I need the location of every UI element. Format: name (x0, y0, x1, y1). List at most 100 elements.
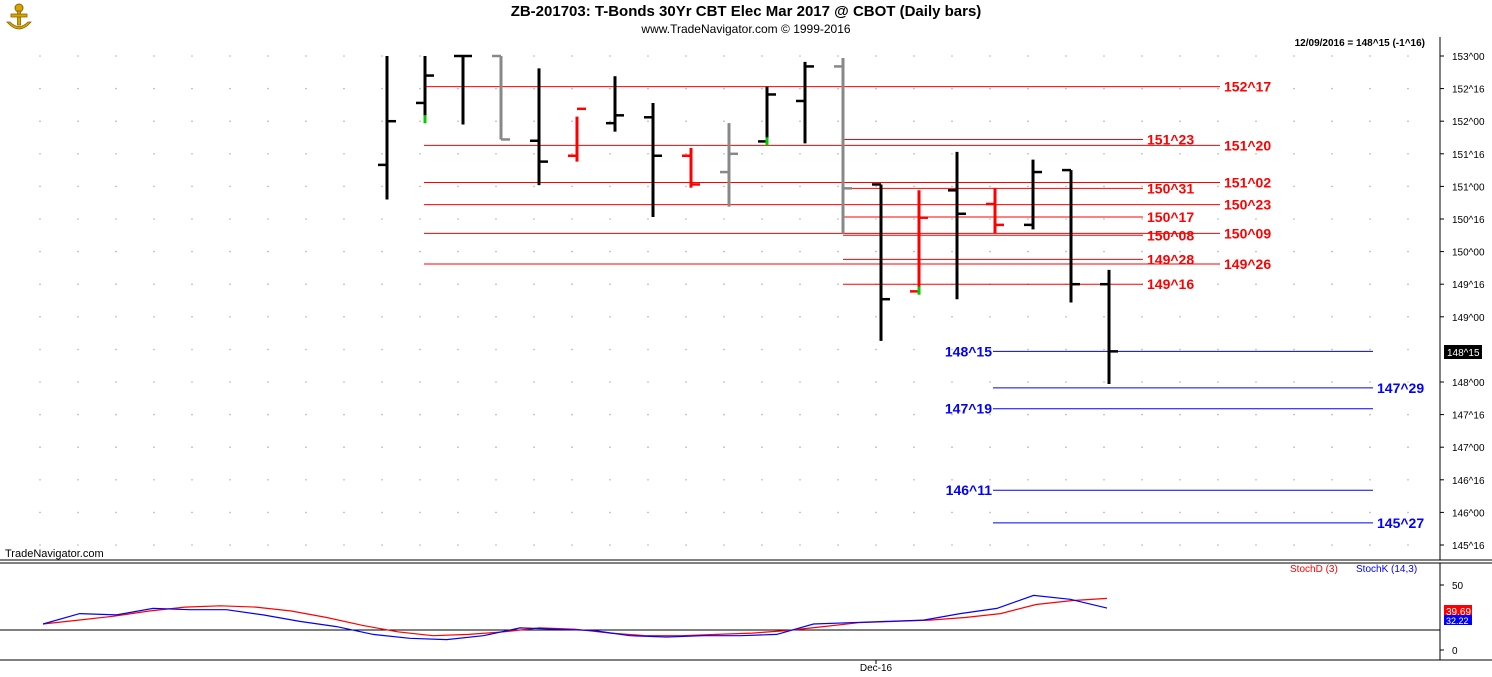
grid-dot (1407, 120, 1409, 122)
grid-dot (1179, 413, 1181, 416)
grid-dot (229, 413, 231, 416)
grid-dot (457, 185, 459, 188)
grid-dot (1027, 381, 1029, 383)
grid-dot (381, 446, 383, 449)
grid-dot (1293, 479, 1295, 481)
grid-dot (115, 446, 117, 449)
grid-dot (799, 446, 801, 449)
grid-dot (571, 185, 573, 188)
grid-dot (1369, 446, 1371, 449)
grid-dot (799, 87, 801, 90)
grid-dot (571, 511, 573, 514)
grid-dot (723, 55, 725, 57)
grid-dot (39, 55, 41, 57)
grid-dot (77, 283, 79, 286)
y-axis-tick-label: 149^00 (1452, 313, 1485, 324)
grid-dot (1065, 446, 1067, 449)
grid-dot (381, 348, 383, 351)
grid-dot (533, 316, 535, 318)
stoch-d-legend: StochD (3) (1290, 564, 1338, 575)
grid-dot (685, 185, 687, 188)
grid-dot (609, 283, 611, 286)
y-axis-tick-label: 151^16 (1452, 150, 1485, 161)
grid-dot (685, 316, 687, 318)
y-axis-tick-label: 150^00 (1452, 248, 1485, 259)
grid-dot (229, 446, 231, 449)
grid-dot (723, 446, 725, 449)
grid-dot (1103, 55, 1105, 57)
stoch-k-line (42, 594, 1108, 641)
grid-dot (153, 316, 155, 318)
grid-dot (115, 153, 117, 155)
grid-dot (381, 250, 383, 253)
grid-dot (951, 218, 953, 220)
grid-dot (1065, 250, 1067, 253)
grid-dot (837, 185, 839, 188)
red-level-label: 149^26 (1224, 256, 1271, 272)
grid-dot (723, 479, 725, 481)
grid-dot (1179, 446, 1181, 449)
grid-dot (1065, 479, 1067, 481)
grid-dot (761, 153, 763, 155)
grid-dot (1141, 87, 1143, 90)
grid-dot (343, 413, 345, 416)
grid-dot (419, 348, 421, 351)
grid-dot (343, 185, 345, 188)
grid-dot (799, 511, 801, 514)
grid-dot (229, 250, 231, 253)
grid-dot (1179, 87, 1181, 90)
grid-dot (1331, 446, 1333, 449)
grid-dot (571, 381, 573, 383)
grid-dot (39, 250, 41, 253)
grid-dot (39, 544, 41, 546)
grid-dot (305, 283, 307, 286)
grid-dot (115, 250, 117, 253)
grid-dot (1255, 544, 1257, 546)
grid-dot (1369, 544, 1371, 546)
grid-dot (913, 446, 915, 449)
stoch-k-value-tag-bg (1444, 615, 1472, 625)
grid-dot (989, 218, 991, 220)
grid-dot (685, 381, 687, 383)
grid-dot (419, 283, 421, 286)
grid-dot (419, 446, 421, 449)
grid-dot (1103, 120, 1105, 122)
grid-dot (1369, 283, 1371, 286)
grid-dot (39, 316, 41, 318)
grid-dot (267, 283, 269, 286)
grid-dot (571, 479, 573, 481)
grid-dot (1217, 55, 1219, 57)
grid-dot (1293, 120, 1295, 122)
grid-dot (837, 511, 839, 514)
grid-dot (1331, 55, 1333, 57)
blue-level-label: 147^29 (1377, 380, 1424, 396)
grid-dot (267, 218, 269, 220)
grid-dot (381, 413, 383, 416)
grid-dot (837, 250, 839, 253)
grid-dot (1027, 218, 1029, 220)
grid-dot (1407, 479, 1409, 481)
chart-subtitle: www.TradeNavigator.com © 1999-2016 (641, 22, 851, 36)
grid-dot (1331, 283, 1333, 286)
grid-dot (305, 316, 307, 318)
grid-dot (913, 348, 915, 351)
grid-dot (609, 250, 611, 253)
grid-dot (1217, 120, 1219, 122)
blue-level-label: 145^27 (1377, 515, 1424, 531)
grid-dot (1255, 185, 1257, 188)
grid-dot (1255, 348, 1257, 351)
grid-dot (1103, 511, 1105, 514)
grid-dot (115, 316, 117, 318)
grid-dot (989, 446, 991, 449)
grid-dot (951, 120, 953, 122)
grid-dot (913, 511, 915, 514)
grid-dot (1179, 544, 1181, 546)
grid-dot (1141, 446, 1143, 449)
grid-dot (647, 55, 649, 57)
red-level-label: 150^23 (1224, 197, 1271, 213)
grid-dot (1179, 153, 1181, 155)
grid-dot (267, 511, 269, 514)
y-axis-tick-label: 150^16 (1452, 215, 1485, 226)
red-level-label: 151^02 (1224, 174, 1271, 190)
